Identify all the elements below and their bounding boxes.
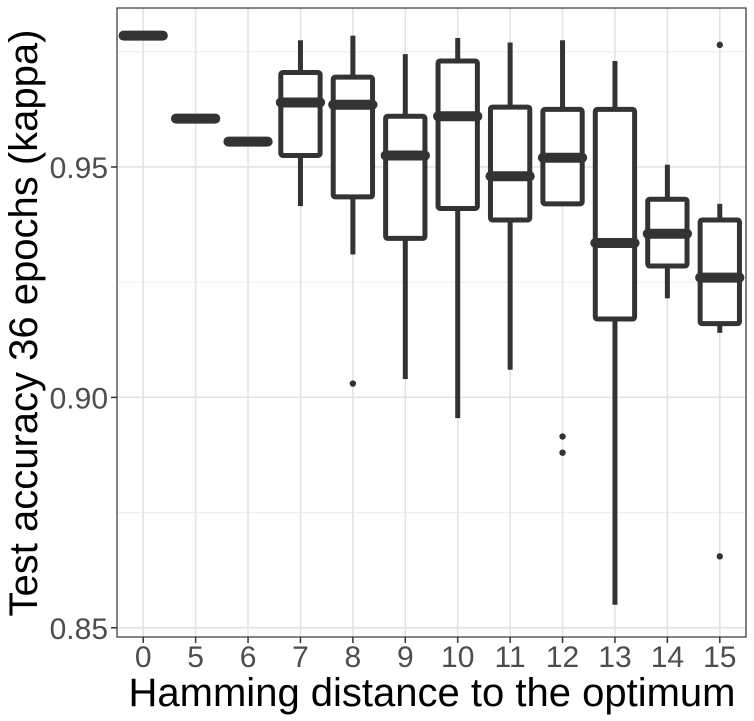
x-tick-label: 6 <box>240 641 257 674</box>
y-tick-label: 0.90 <box>50 382 108 415</box>
box-8 <box>328 35 378 387</box>
x-tick-label: 8 <box>345 641 362 674</box>
plot-border <box>116 7 747 638</box>
outlier-point <box>716 41 723 49</box>
x-tick-label: 9 <box>397 641 414 674</box>
box-body <box>330 74 376 200</box>
x-tick-label: 14 <box>651 641 684 674</box>
box-11 <box>485 42 535 370</box>
box-body <box>383 113 428 241</box>
axis-ticks: 0.85 0.90 0.95 0 5 6 7 8 9 10 11 12 13 14 15 <box>50 152 737 674</box>
box-13 <box>590 60 640 605</box>
box-body <box>697 217 742 327</box>
x-tick-label: 10 <box>441 641 474 674</box>
box-body <box>435 58 480 211</box>
box-7 <box>275 40 326 207</box>
outlier-point <box>716 553 723 560</box>
box-body <box>592 106 638 322</box>
x-tick-label: 7 <box>292 641 309 674</box>
y-tick-label: 0.85 <box>50 613 108 646</box>
outlier-point <box>559 449 566 456</box>
box-body <box>487 104 533 223</box>
x-tick-label: 13 <box>598 641 631 674</box>
x-axis-title: Hamming distance to the optimum <box>129 671 736 715</box>
outlier-point <box>349 380 357 387</box>
box-body <box>278 70 323 158</box>
x-tick-label: 15 <box>703 641 736 674</box>
x-tick-label: 0 <box>135 641 152 674</box>
y-axis-title: Test accuracy 36 epochs (kappa) <box>2 30 46 617</box>
x-tick-label: 12 <box>546 641 579 674</box>
box-14 <box>642 164 693 299</box>
x-tick-label: 11 <box>495 641 526 674</box>
outlier-point <box>559 433 566 440</box>
plot-panel <box>117 8 746 637</box>
x-tick-label: 5 <box>187 641 204 674</box>
boxes <box>118 30 745 605</box>
box-12 <box>537 40 588 456</box>
box-10 <box>433 37 483 419</box>
box-15 <box>695 41 745 560</box>
box-9 <box>380 54 430 379</box>
y-tick-label: 0.95 <box>50 152 108 185</box>
